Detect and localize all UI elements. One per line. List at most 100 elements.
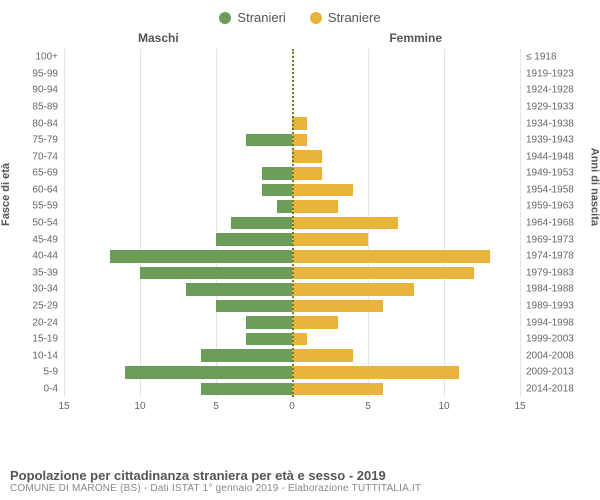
bar-male — [201, 349, 292, 362]
bar-female — [292, 316, 338, 329]
age-label: 15-19 — [32, 334, 58, 345]
bar-female — [292, 134, 307, 147]
age-label: 90-94 — [32, 85, 58, 96]
age-label: 65-69 — [32, 168, 58, 179]
year-label: 1924-1928 — [526, 85, 574, 96]
bar-male — [125, 366, 292, 379]
year-label: 1994-1998 — [526, 317, 574, 328]
x-tick-label: 10 — [134, 401, 145, 412]
legend-item-male: Stranieri — [219, 10, 285, 25]
bar-female — [292, 233, 368, 246]
bar-male — [246, 316, 292, 329]
left-axis-label: Fasce di età — [0, 163, 12, 226]
year-label: 1964-1968 — [526, 218, 574, 229]
bar-male — [140, 267, 292, 280]
year-label: 1974-1978 — [526, 251, 574, 262]
chart-area: Maschi Femmine Fasce di età Anni di nasc… — [8, 31, 592, 421]
age-label: 0-4 — [44, 383, 58, 394]
year-label: 1939-1943 — [526, 135, 574, 146]
year-label: 2004-2008 — [526, 350, 574, 361]
legend-item-female: Straniere — [310, 10, 381, 25]
bar-female — [292, 200, 338, 213]
year-label: 1919-1923 — [526, 68, 574, 79]
bar-male — [110, 250, 292, 263]
x-tick-label: 15 — [514, 401, 525, 412]
bar-male — [246, 333, 292, 346]
age-label: 50-54 — [32, 218, 58, 229]
bar-male — [216, 300, 292, 313]
x-tick-label: 5 — [365, 401, 371, 412]
year-label: 1969-1973 — [526, 234, 574, 245]
bar-female — [292, 150, 322, 163]
footer: Popolazione per cittadinanza straniera p… — [10, 468, 590, 494]
bar-female — [292, 300, 383, 313]
year-label: 1999-2003 — [526, 334, 574, 345]
female-column-title: Femmine — [389, 31, 442, 45]
plot-region: 100+≤ 191895-991919-192390-941924-192885… — [64, 49, 520, 397]
year-label: 1929-1933 — [526, 102, 574, 113]
age-label: 85-89 — [32, 102, 58, 113]
legend-swatch-male — [219, 12, 231, 24]
year-label: 1954-1958 — [526, 184, 574, 195]
year-label: 1979-1983 — [526, 267, 574, 278]
bar-male — [277, 200, 292, 213]
x-tick-label: 10 — [438, 401, 449, 412]
bar-male — [246, 134, 292, 147]
age-label: 95-99 — [32, 68, 58, 79]
age-label: 45-49 — [32, 234, 58, 245]
legend-swatch-female — [310, 12, 322, 24]
bar-female — [292, 217, 398, 230]
year-label: 1989-1993 — [526, 300, 574, 311]
x-tick-label: 5 — [213, 401, 219, 412]
bar-female — [292, 333, 307, 346]
age-label: 10-14 — [32, 350, 58, 361]
age-label: 30-34 — [32, 284, 58, 295]
age-label: 80-84 — [32, 118, 58, 129]
bar-female — [292, 250, 490, 263]
bar-female — [292, 167, 322, 180]
bar-male — [186, 283, 292, 296]
chart-subtitle: COMUNE DI MARONE (BS) - Dati ISTAT 1° ge… — [10, 483, 590, 494]
grid-line — [520, 49, 521, 397]
age-label: 20-24 — [32, 317, 58, 328]
year-label: 1944-1948 — [526, 151, 574, 162]
x-axis-ticks: 15105051015 — [64, 401, 520, 417]
year-label: 2014-2018 — [526, 383, 574, 394]
age-label: 55-59 — [32, 201, 58, 212]
age-label: 70-74 — [32, 151, 58, 162]
bar-female — [292, 349, 353, 362]
year-label: 1959-1963 — [526, 201, 574, 212]
age-label: 100+ — [35, 52, 58, 63]
bar-male — [262, 184, 292, 197]
bar-female — [292, 283, 414, 296]
year-label: 1949-1953 — [526, 168, 574, 179]
legend: Stranieri Straniere — [0, 0, 600, 31]
center-divider — [292, 49, 294, 397]
male-column-title: Maschi — [138, 31, 179, 45]
bar-female — [292, 267, 474, 280]
bar-female — [292, 184, 353, 197]
age-label: 40-44 — [32, 251, 58, 262]
age-label: 75-79 — [32, 135, 58, 146]
bar-male — [201, 383, 292, 396]
x-tick-label: 0 — [289, 401, 295, 412]
age-label: 60-64 — [32, 184, 58, 195]
year-label: 1934-1938 — [526, 118, 574, 129]
year-label: 1984-1988 — [526, 284, 574, 295]
legend-label-female: Straniere — [328, 10, 381, 25]
bar-male — [262, 167, 292, 180]
age-label: 35-39 — [32, 267, 58, 278]
year-label: 2009-2013 — [526, 367, 574, 378]
bar-male — [216, 233, 292, 246]
age-label: 5-9 — [44, 367, 58, 378]
bar-female — [292, 117, 307, 130]
age-label: 25-29 — [32, 300, 58, 311]
legend-label-male: Stranieri — [237, 10, 285, 25]
bar-female — [292, 383, 383, 396]
right-axis-label: Anni di nascita — [588, 148, 600, 226]
x-tick-label: 15 — [58, 401, 69, 412]
bar-male — [231, 217, 292, 230]
year-label: ≤ 1918 — [526, 52, 557, 63]
bar-female — [292, 366, 459, 379]
chart-title: Popolazione per cittadinanza straniera p… — [10, 468, 590, 483]
